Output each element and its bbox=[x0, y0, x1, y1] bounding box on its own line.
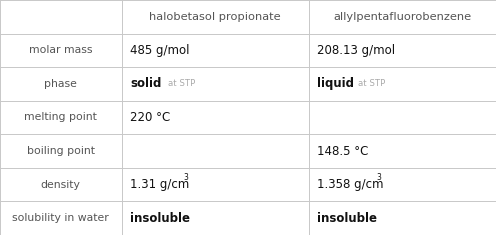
Text: insoluble: insoluble bbox=[130, 212, 190, 225]
Text: solubility in water: solubility in water bbox=[12, 213, 109, 223]
Text: solid: solid bbox=[130, 77, 162, 90]
Text: at STP: at STP bbox=[358, 79, 385, 88]
Text: 208.13 g/mol: 208.13 g/mol bbox=[317, 44, 396, 57]
Text: 148.5 °C: 148.5 °C bbox=[317, 145, 369, 158]
Text: phase: phase bbox=[44, 79, 77, 89]
Text: boiling point: boiling point bbox=[27, 146, 95, 156]
Text: 485 g/mol: 485 g/mol bbox=[130, 44, 190, 57]
Text: melting point: melting point bbox=[24, 113, 97, 122]
Text: halobetasol propionate: halobetasol propionate bbox=[149, 12, 281, 22]
Text: 1.31 g/cm: 1.31 g/cm bbox=[130, 178, 189, 191]
Text: allylpentafluorobenzene: allylpentafluorobenzene bbox=[333, 12, 471, 22]
Text: 3: 3 bbox=[184, 173, 188, 182]
Text: insoluble: insoluble bbox=[317, 212, 377, 225]
Text: 3: 3 bbox=[376, 173, 381, 182]
Text: at STP: at STP bbox=[168, 79, 195, 88]
Text: 220 °C: 220 °C bbox=[130, 111, 171, 124]
Text: 1.358 g/cm: 1.358 g/cm bbox=[317, 178, 384, 191]
Text: density: density bbox=[41, 180, 81, 190]
Text: liquid: liquid bbox=[317, 77, 355, 90]
Text: molar mass: molar mass bbox=[29, 45, 93, 55]
